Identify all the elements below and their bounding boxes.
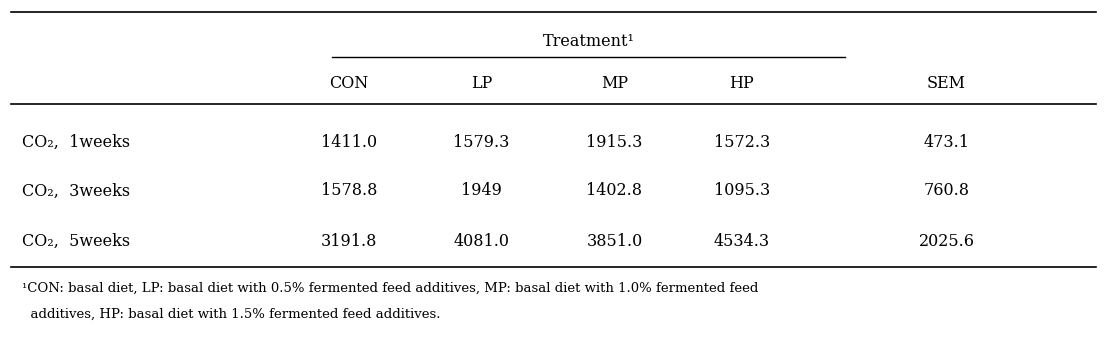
Text: 1915.3: 1915.3: [587, 134, 642, 151]
Text: CO₂,  1weeks: CO₂, 1weeks: [22, 134, 131, 151]
Text: SEM: SEM: [927, 75, 966, 92]
Text: 4534.3: 4534.3: [714, 233, 769, 249]
Text: 3191.8: 3191.8: [321, 233, 376, 249]
Text: 1579.3: 1579.3: [454, 134, 509, 151]
Text: 1095.3: 1095.3: [714, 183, 769, 199]
Text: 1402.8: 1402.8: [587, 183, 642, 199]
Text: LP: LP: [470, 75, 493, 92]
Text: CO₂,  3weeks: CO₂, 3weeks: [22, 183, 131, 199]
Text: additives, HP: basal diet with 1.5% fermented feed additives.: additives, HP: basal diet with 1.5% ferm…: [22, 308, 441, 321]
Text: 1949: 1949: [462, 183, 501, 199]
Text: 473.1: 473.1: [923, 134, 970, 151]
Text: CON: CON: [329, 75, 369, 92]
Text: HP: HP: [730, 75, 754, 92]
Text: CO₂,  5weeks: CO₂, 5weeks: [22, 233, 131, 249]
Text: 4081.0: 4081.0: [454, 233, 509, 249]
Text: 1572.3: 1572.3: [714, 134, 769, 151]
Text: Treatment¹: Treatment¹: [542, 33, 634, 50]
Text: ¹CON: basal diet, LP: basal diet with 0.5% fermented feed additives, MP: basal d: ¹CON: basal diet, LP: basal diet with 0.…: [22, 282, 758, 295]
Text: 2025.6: 2025.6: [919, 233, 974, 249]
Text: MP: MP: [601, 75, 628, 92]
Text: 760.8: 760.8: [923, 183, 970, 199]
Text: 1411.0: 1411.0: [321, 134, 376, 151]
Text: 3851.0: 3851.0: [587, 233, 642, 249]
Text: 1578.8: 1578.8: [321, 183, 376, 199]
